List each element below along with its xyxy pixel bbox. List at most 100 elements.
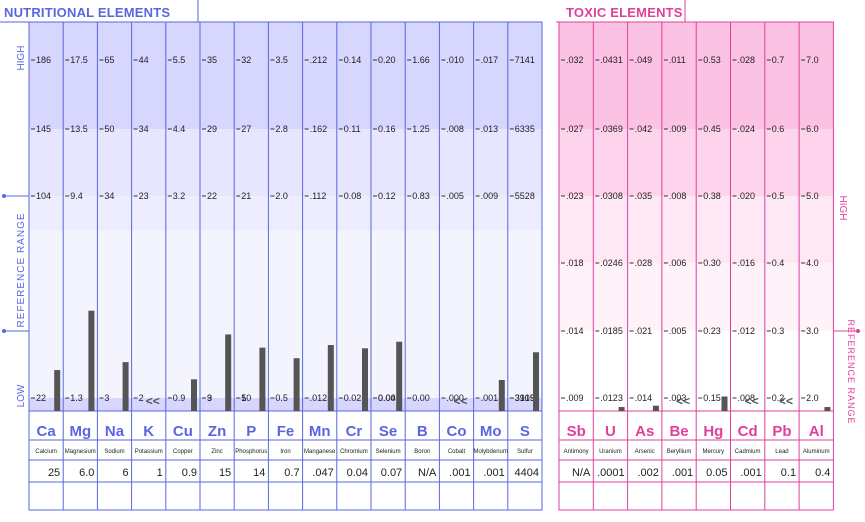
scale-label: 32	[241, 55, 251, 65]
element-name: Beryllium	[667, 449, 692, 455]
scale-label: 186	[36, 55, 51, 65]
element-value: 25	[48, 467, 60, 479]
scale-label: .009	[481, 191, 499, 201]
scale-label: 3.0	[806, 326, 819, 336]
scale-label: .001	[481, 393, 499, 403]
element-name: Sulfur	[517, 449, 533, 455]
element-value: 15	[219, 467, 231, 479]
element-name: Uranium	[599, 449, 622, 455]
scale-label: 104	[36, 191, 51, 201]
nutritional-column-cu: 5.5 4.4 3.2 0.9 Cu Copper 0.9	[167, 55, 197, 479]
scale-label: 9	[207, 393, 212, 403]
scale-label: 5.0	[806, 191, 819, 201]
scale-label: .008	[669, 191, 687, 201]
scale-label: 3915	[515, 393, 535, 403]
element-name: Molybdenum	[474, 449, 508, 455]
low-marker: <<	[676, 394, 690, 408]
scale-label: 34	[104, 191, 114, 201]
nutritional-column-mg: 17.5 13.5 9.4 1.3 Mg Magnesium 6.0	[65, 55, 96, 479]
toxic-column-hg: 0.53 0.45 0.38 0.30 0.23 0.15 Hg Mercury 0.05	[698, 55, 728, 479]
scale-label: 6.0	[806, 124, 819, 134]
toxic-column-u: .0431 .0369 .0308 .0246 .0185 .0123 U Uranium .0…	[595, 55, 625, 479]
bar-fe	[293, 358, 300, 411]
element-name: Zinc	[211, 449, 222, 455]
scale-label: 0.14	[344, 55, 362, 65]
element-value: 0.7	[284, 467, 299, 479]
element-symbol: U	[605, 423, 616, 440]
bar-cr	[362, 348, 368, 411]
element-symbol: Be	[669, 423, 688, 440]
element-symbol: Hg	[703, 423, 723, 440]
bar-s	[533, 352, 539, 411]
bar-mn	[327, 345, 334, 411]
scale-label: 0.16	[378, 124, 396, 134]
element-symbol: Sb	[567, 423, 586, 440]
scale-label: 34	[139, 124, 149, 134]
scale-label: 0.5	[772, 191, 785, 201]
element-symbol: Zn	[208, 423, 226, 440]
scale-label: 44	[139, 55, 149, 65]
bar-as	[652, 405, 659, 411]
scale-label: .017	[481, 55, 499, 65]
scale-label: 0.38	[703, 191, 721, 201]
element-name: Phosphorus	[235, 449, 267, 455]
scale-label: 3	[207, 393, 212, 403]
scale-label: 145	[36, 124, 51, 134]
element-value: .047	[312, 467, 333, 479]
nutritional-column-se: 0.20 0.16 0.12 0.040.00 Se Selenium 0.07	[373, 55, 403, 479]
scale-label: .021	[635, 326, 653, 336]
nutritional-column-mn: .212 .162 .112 .012 Mn Manganese .047	[304, 55, 336, 479]
element-name: Manganese	[304, 449, 336, 455]
low-marker: <<	[453, 394, 467, 408]
element-value: 6	[122, 467, 128, 479]
nutritional-low-label: LOW	[16, 384, 27, 407]
element-value: .001	[449, 467, 470, 479]
scale-label: 17.5	[70, 55, 88, 65]
nutritional-title: NUTRITIONAL ELEMENTS	[4, 5, 171, 20]
scale-label: 1.25	[412, 124, 430, 134]
scale-label: .0123	[600, 393, 623, 403]
element-value: N/A	[418, 467, 437, 479]
scale-label: 65	[104, 55, 114, 65]
scale-label: .027	[566, 124, 584, 134]
scale-label: .010	[446, 55, 464, 65]
element-value: 0.4	[815, 467, 830, 479]
element-symbol: Se	[379, 423, 397, 440]
element-name: Antimony	[564, 449, 589, 455]
scale-label: 0.04	[378, 393, 396, 403]
scale-label: .008	[446, 124, 464, 134]
bar-mg	[88, 310, 95, 411]
element-symbol: Fe	[277, 423, 295, 440]
scale-label: .009	[566, 393, 584, 403]
element-value: .001	[672, 467, 693, 479]
element-name: Magnesium	[65, 449, 96, 455]
scale-label: 2.0	[806, 393, 819, 403]
scale-label: 21	[241, 191, 251, 201]
nutritional-band-2	[29, 196, 542, 230]
element-symbol: Ca	[37, 423, 57, 440]
scale-label: .003	[669, 393, 687, 403]
element-name: Arsenic	[635, 449, 655, 455]
element-name: Mercury	[703, 449, 725, 455]
nutritional-band-4	[29, 398, 542, 411]
scale-label: .0246	[600, 258, 623, 268]
scale-label: .008	[738, 393, 756, 403]
scale-label: .028	[635, 258, 653, 268]
low-marker: <<	[146, 394, 160, 408]
element-symbol: Co	[447, 423, 467, 440]
scale-label: 1.66	[412, 55, 430, 65]
scale-label: .012	[310, 393, 328, 403]
scale-label: .012	[738, 326, 756, 336]
scale-label: .020	[738, 191, 756, 201]
element-value: 14	[253, 467, 265, 479]
scale-label: .009	[669, 124, 687, 134]
element-value: 0.04	[347, 467, 368, 479]
nutritional-column-fe: 3.5 2.8 2.0 0.5 Fe Iron 0.7	[270, 55, 300, 479]
scale-label: 0.20	[378, 55, 396, 65]
nutritional-column-cr: 0.14 0.11 0.08 0.02 Cr Chromium 0.04	[338, 55, 368, 479]
scale-label: 5.5	[173, 55, 186, 65]
bar-ca	[54, 370, 61, 411]
scale-label: 3.5	[275, 55, 288, 65]
scale-label: 2	[139, 393, 144, 403]
